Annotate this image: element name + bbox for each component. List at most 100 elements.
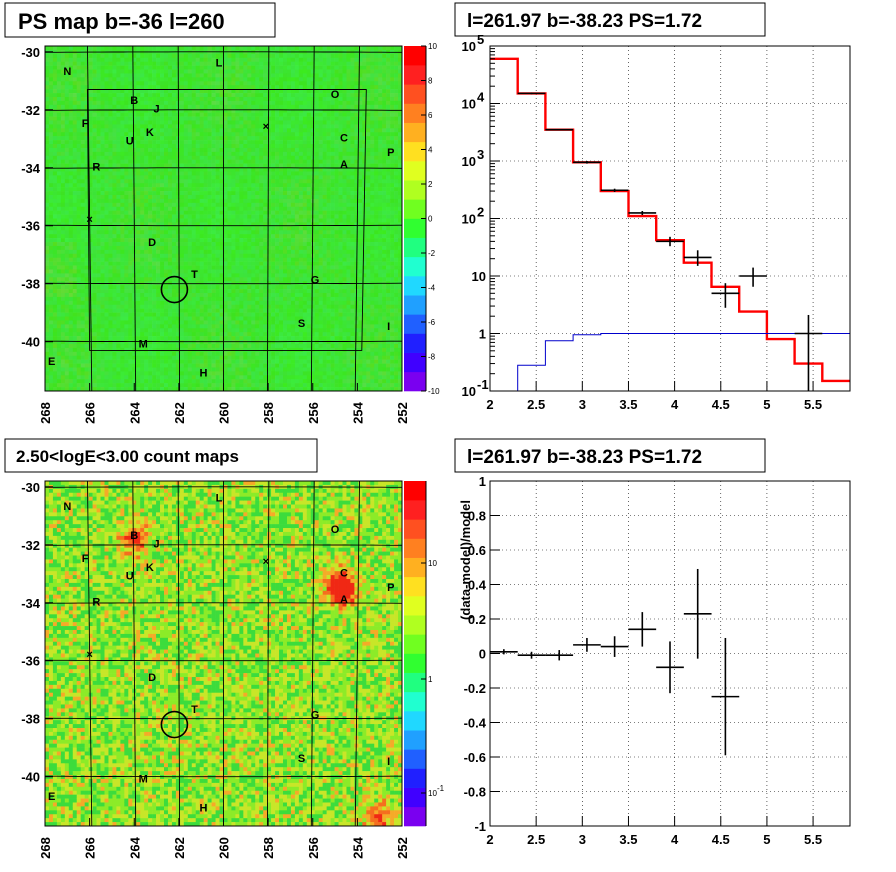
map-pixel xyxy=(227,93,232,98)
map-pixel xyxy=(203,167,208,172)
map-pixel xyxy=(52,340,58,345)
map-pixel xyxy=(215,124,220,129)
map-pixel xyxy=(191,300,197,306)
map-pixel xyxy=(80,57,85,62)
map-pixel xyxy=(199,104,204,110)
map-pixel xyxy=(171,336,177,341)
map-pixel xyxy=(76,85,81,90)
map-pixel xyxy=(124,336,129,341)
map-pixel xyxy=(259,285,264,290)
map-pixel xyxy=(116,151,121,157)
map-pixel xyxy=(171,57,177,62)
map-pixel xyxy=(72,218,78,223)
map-pixel xyxy=(84,367,89,372)
map-pixel xyxy=(104,206,109,211)
map-pixel xyxy=(112,202,117,208)
map-pixel xyxy=(255,332,260,337)
map-pixel xyxy=(231,355,236,360)
map-pixel xyxy=(207,261,212,266)
map-pixel xyxy=(148,136,153,141)
map-pixel xyxy=(263,124,268,129)
map-pixel xyxy=(140,96,145,102)
map-pixel xyxy=(247,269,252,274)
map-pixel xyxy=(164,308,169,313)
map-pixel xyxy=(203,128,208,133)
map-pixel xyxy=(152,116,157,121)
map-pixel xyxy=(247,73,252,78)
map-pixel xyxy=(68,77,74,82)
map-pixel xyxy=(124,245,129,251)
map-pixel xyxy=(100,124,105,129)
map-pixel xyxy=(84,151,89,157)
map-pixel xyxy=(52,112,58,117)
map-pixel xyxy=(187,226,193,231)
map-pixel xyxy=(100,387,105,392)
map-pixel xyxy=(247,296,252,302)
map-pixel xyxy=(76,151,81,157)
map-pixel xyxy=(187,253,193,258)
map-pixel xyxy=(56,371,62,376)
map-pixel xyxy=(76,261,81,266)
map-pixel xyxy=(92,120,97,125)
map-pixel xyxy=(199,383,204,388)
map-pixel xyxy=(247,238,252,243)
map-pixel xyxy=(251,194,256,200)
map-pixel xyxy=(239,202,244,208)
map-pixel xyxy=(60,273,66,278)
map-pixel xyxy=(195,53,200,59)
map-pixel xyxy=(64,183,70,188)
map-pixel xyxy=(191,308,197,313)
map-pixel xyxy=(195,269,200,274)
map-pixel xyxy=(187,324,193,329)
map-pixel xyxy=(84,155,89,160)
map-pixel xyxy=(48,383,54,388)
map-pixel xyxy=(175,238,181,243)
map-pixel xyxy=(108,93,113,98)
map-pixel xyxy=(171,85,177,90)
map-pixel xyxy=(45,155,50,160)
map-pixel xyxy=(112,238,117,243)
map-pixel xyxy=(175,324,181,329)
map-pixel xyxy=(84,324,89,329)
map-pixel xyxy=(56,363,62,368)
map-pixel xyxy=(179,234,185,239)
map-pixel xyxy=(76,285,81,290)
map-pixel xyxy=(179,198,185,204)
map-pixel xyxy=(124,300,129,306)
map-pixel xyxy=(96,96,101,102)
map-pixel xyxy=(96,308,101,313)
map-pixel xyxy=(215,159,220,164)
map-pixel xyxy=(136,171,141,176)
map-pixel xyxy=(96,53,101,59)
map-pixel xyxy=(267,300,272,306)
map-pixel xyxy=(203,65,208,70)
map-pixel xyxy=(152,230,157,235)
map-pixel xyxy=(108,175,113,180)
map-pixel xyxy=(195,222,200,227)
map-pixel xyxy=(116,387,121,392)
map-pixel xyxy=(144,253,149,258)
map-pixel xyxy=(255,218,260,223)
map-pixel xyxy=(259,73,264,78)
map-pixel xyxy=(203,363,208,368)
map-pixel xyxy=(223,336,228,341)
map-pixel xyxy=(112,292,117,298)
map-pixel xyxy=(191,46,197,51)
map-pixel xyxy=(64,187,70,192)
map-pixel xyxy=(72,375,78,380)
map-pixel xyxy=(251,324,256,329)
map-pixel xyxy=(219,210,224,215)
map-pixel xyxy=(124,167,129,172)
map-pixel xyxy=(76,53,81,59)
map-pixel xyxy=(72,371,78,376)
map-pixel xyxy=(223,194,228,200)
map-pixel xyxy=(171,296,177,302)
map-pixel xyxy=(255,85,260,90)
map-pixel xyxy=(72,332,78,337)
map-pixel xyxy=(179,136,185,141)
map-pixel xyxy=(251,332,256,337)
map-pixel xyxy=(179,226,185,231)
map-pixel xyxy=(239,151,244,157)
map-pixel xyxy=(136,265,141,270)
map-pixel xyxy=(191,249,197,255)
